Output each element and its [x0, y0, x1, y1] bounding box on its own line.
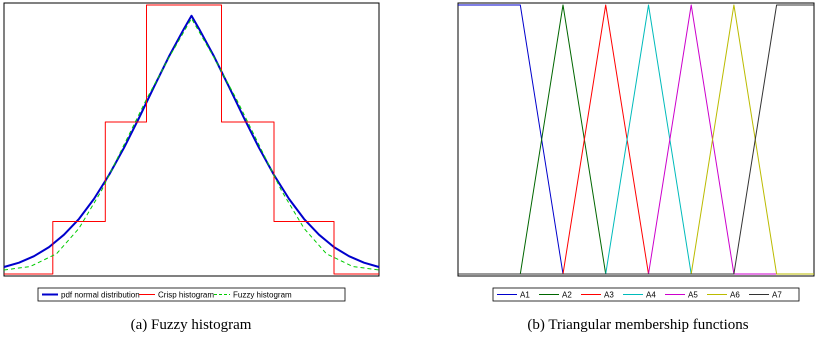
caption-b: (b) Triangular membership functions	[527, 317, 748, 333]
series-line-a-1	[3, 14, 380, 268]
legend-label-a-3: Fuzzy histogram	[233, 291, 292, 300]
series-line-a-2	[4, 4, 379, 275]
plot-frame-b	[457, 2, 815, 277]
plot-frame-a	[3, 2, 380, 277]
legend-label-b-1: A1	[520, 291, 530, 300]
panel-a: pdf normal distribution Crisp histogram Fu…	[3, 2, 380, 333]
panel-b: A1 A2 A3 A4 A5 A6 A7 (b) Triangular membership…	[457, 2, 815, 333]
series-lines-b	[458, 4, 814, 275]
legend-a: pdf normal distribution Crisp histogram Fu…	[37, 287, 346, 302]
legend-label-b-2: A2	[562, 291, 572, 300]
series-line-a-3	[3, 18, 380, 271]
caption-a: (a) Fuzzy histogram	[131, 317, 252, 333]
legend-label-b-4: A4	[646, 291, 656, 300]
series-line-b-7	[458, 4, 814, 275]
series-lines-a	[3, 4, 380, 275]
legend-label-a-2: Crisp histogram	[158, 291, 214, 300]
legend-label-b-6: A6	[730, 291, 740, 300]
legend-b: A1 A2 A3 A4 A5 A6 A7	[492, 287, 800, 302]
legend-box-b	[492, 287, 800, 302]
legend-label-b-5: A5	[688, 291, 698, 300]
legend-label-b-7: A7	[772, 291, 782, 300]
legend-label-b-3: A3	[604, 291, 614, 300]
legend-box-a	[37, 287, 346, 302]
legend-label-a-1: pdf normal distribution	[61, 291, 140, 300]
